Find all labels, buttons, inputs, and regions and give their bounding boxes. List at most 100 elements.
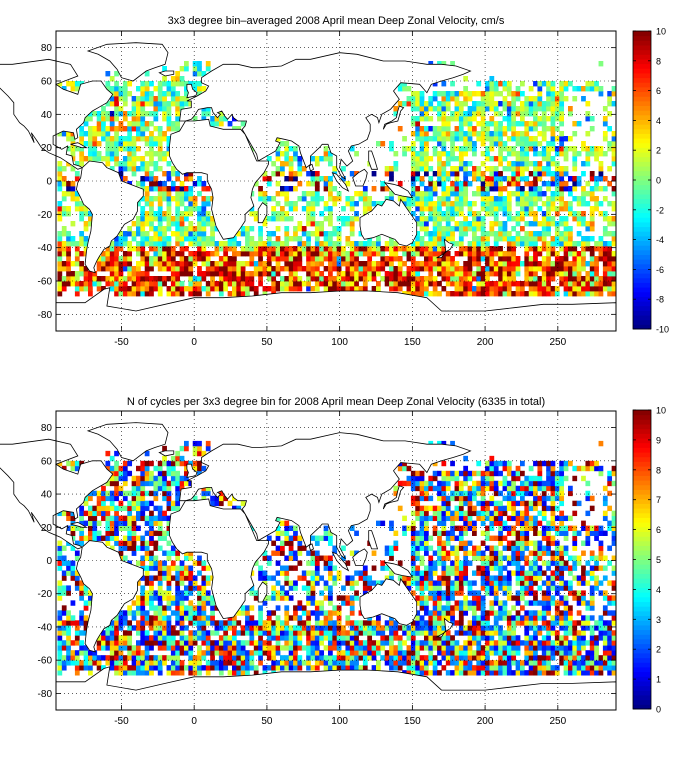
data-bin <box>555 191 560 196</box>
data-bin <box>524 236 529 241</box>
data-bin <box>455 206 460 211</box>
data-bin <box>411 141 416 146</box>
data-bin <box>201 246 206 251</box>
data-bin <box>494 201 499 206</box>
data-bin <box>149 171 154 176</box>
data-bin <box>551 121 556 126</box>
data-bin <box>175 186 180 191</box>
data-bin <box>271 256 276 261</box>
data-bin <box>520 241 525 246</box>
data-bin <box>551 216 556 221</box>
data-bin <box>599 91 604 96</box>
data-bin <box>415 481 420 486</box>
data-bin <box>297 536 302 541</box>
data-bin <box>511 276 516 281</box>
data-bin <box>171 625 176 630</box>
data-bin <box>306 615 311 620</box>
data-bin <box>472 166 477 171</box>
data-bin <box>88 291 93 296</box>
data-bin <box>158 281 163 286</box>
data-bin <box>92 521 97 526</box>
data-bin <box>132 521 137 526</box>
data-bin <box>75 660 80 665</box>
data-bin <box>153 491 158 496</box>
data-bin <box>468 286 473 291</box>
data-bin <box>57 580 62 585</box>
data-bin <box>236 645 241 650</box>
data-bin <box>415 91 420 96</box>
data-bin <box>123 116 128 121</box>
data-bin <box>524 131 529 136</box>
data-bin <box>420 241 425 246</box>
data-bin <box>498 176 503 181</box>
data-bin <box>293 151 298 156</box>
data-bin <box>481 281 486 286</box>
data-bin <box>79 660 84 665</box>
data-bin <box>145 81 150 86</box>
data-bin <box>127 91 132 96</box>
data-bin <box>494 131 499 136</box>
data-bin <box>162 236 167 241</box>
data-bin <box>92 516 97 521</box>
data-bin <box>572 276 577 281</box>
data-bin <box>402 655 407 660</box>
data-bin <box>280 625 285 630</box>
data-bin <box>145 281 150 286</box>
data-bin <box>424 605 429 610</box>
data-bin <box>398 246 403 251</box>
data-bin <box>533 176 538 181</box>
data-bin <box>463 161 468 166</box>
data-bin <box>376 236 381 241</box>
data-bin <box>546 231 551 236</box>
data-bin <box>297 600 302 605</box>
data-bin <box>228 501 233 506</box>
data-bin <box>289 201 294 206</box>
data-bin <box>171 630 176 635</box>
data-bin <box>245 650 250 655</box>
data-bin <box>446 276 451 281</box>
data-bin <box>415 116 420 121</box>
data-bin <box>206 286 211 291</box>
data-bin <box>201 580 206 585</box>
data-bin <box>210 600 215 605</box>
data-bin <box>136 620 141 625</box>
data-bin <box>603 286 608 291</box>
data-bin <box>546 256 551 261</box>
data-bin <box>354 590 359 595</box>
data-bin <box>201 595 206 600</box>
data-bin <box>136 625 141 630</box>
data-bin <box>236 640 241 645</box>
data-bin <box>276 536 281 541</box>
data-bin <box>402 151 407 156</box>
data-bin <box>267 246 272 251</box>
data-bin <box>101 501 106 506</box>
data-bin <box>201 186 206 191</box>
data-bin <box>441 161 446 166</box>
data-bin <box>485 131 490 136</box>
data-bin <box>524 166 529 171</box>
data-bin <box>201 630 206 635</box>
data-bin <box>140 610 145 615</box>
data-bin <box>167 625 172 630</box>
data-bin <box>411 570 416 575</box>
data-bin <box>459 251 464 256</box>
data-bin <box>132 501 137 506</box>
data-bin <box>171 186 176 191</box>
data-bin <box>284 196 289 201</box>
data-bin <box>481 246 486 251</box>
data-bin <box>114 630 119 635</box>
data-bin <box>559 241 564 246</box>
data-bin <box>123 176 128 181</box>
data-bin <box>132 121 137 126</box>
data-bin <box>537 206 542 211</box>
data-bin <box>507 266 512 271</box>
data-bin <box>201 236 206 241</box>
data-bin <box>433 291 438 296</box>
data-bin <box>485 241 490 246</box>
data-bin <box>311 665 316 670</box>
data-bin <box>503 146 508 151</box>
data-bin <box>324 251 329 256</box>
data-bin <box>415 506 420 511</box>
colorbar-segment <box>633 64 651 69</box>
data-bin <box>136 526 141 531</box>
